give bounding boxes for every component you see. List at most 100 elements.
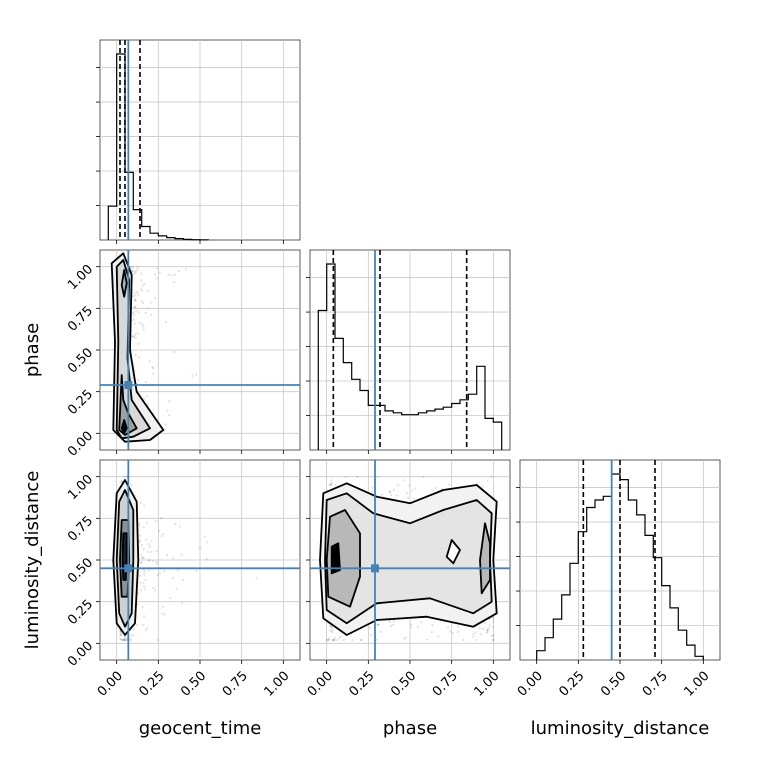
scatter-point	[139, 561, 143, 564]
scatter-point	[141, 556, 144, 559]
scatter-point	[152, 367, 155, 370]
scatter-point	[123, 475, 126, 478]
scatter-point	[164, 321, 167, 324]
scatter-point	[412, 497, 415, 500]
scatter-point	[137, 342, 140, 346]
scatter-point	[134, 270, 138, 273]
scatter-point	[475, 638, 478, 641]
scatter-point	[448, 630, 452, 633]
scatter-point	[376, 475, 380, 478]
scatter-point	[153, 589, 157, 592]
scatter-point	[481, 485, 484, 488]
scatter-point	[152, 372, 155, 376]
scatter-point	[134, 336, 137, 340]
scatter-point	[146, 403, 149, 406]
scatter-point	[195, 569, 198, 573]
scatter-point	[138, 321, 142, 325]
scatter-point	[407, 496, 410, 499]
scatter-point	[168, 414, 171, 417]
scatter-point	[195, 373, 198, 376]
scatter-point	[134, 299, 137, 302]
scatter-point	[140, 300, 144, 303]
scatter-point	[451, 631, 454, 634]
scatter-point	[371, 486, 374, 489]
scatter-point	[336, 638, 339, 642]
scatter-point	[176, 569, 179, 572]
scatter-point	[131, 295, 135, 298]
scatter-point	[144, 381, 147, 384]
scatter-point	[164, 423, 167, 426]
scatter-point	[198, 546, 202, 549]
scatter-point	[138, 356, 141, 359]
scatter-point	[182, 578, 185, 581]
scatter-point	[143, 282, 146, 285]
scatter-point	[133, 294, 137, 297]
scatter-point	[174, 522, 177, 525]
scatter-point	[160, 534, 163, 538]
scatter-point	[131, 268, 134, 271]
scatter-point	[404, 636, 407, 639]
scatter-point	[397, 483, 400, 486]
scatter-point	[148, 545, 151, 548]
scatter-point	[403, 479, 406, 482]
scatter-point	[163, 613, 166, 616]
scatter-point	[143, 615, 146, 618]
scatter-point	[146, 290, 149, 293]
scatter-point	[143, 585, 146, 588]
scatter-point	[178, 525, 181, 528]
scatter-point	[173, 280, 176, 284]
scatter-point	[173, 273, 177, 276]
scatter-point	[410, 623, 413, 626]
scatter-point	[132, 335, 135, 338]
scatter-point	[158, 572, 162, 575]
scatter-point	[130, 638, 133, 642]
scatter-point	[456, 630, 460, 633]
density-layer	[110, 252, 498, 642]
scatter-point	[143, 397, 146, 400]
scatter-point	[446, 625, 450, 629]
scatter-point	[391, 623, 395, 626]
scatter-point	[145, 538, 148, 541]
scatter-point	[151, 586, 155, 589]
scatter-point	[388, 490, 392, 494]
scatter-point	[147, 559, 150, 562]
scatter-point	[487, 626, 490, 629]
scatter-point	[131, 270, 135, 273]
scatter-point	[134, 333, 137, 336]
scatter-point	[133, 298, 136, 302]
scatter-point	[327, 637, 331, 640]
scatter-point	[156, 638, 159, 642]
scatter-point	[205, 558, 208, 561]
scatter-point	[148, 359, 151, 362]
scatter-point	[132, 318, 135, 321]
scatter-point	[158, 271, 161, 274]
scatter-point	[329, 629, 332, 632]
scatter-point	[119, 480, 122, 484]
scatter-point	[140, 543, 143, 546]
scatter-point	[492, 620, 495, 623]
scatter-point	[144, 311, 147, 314]
scatter-point	[426, 638, 429, 641]
scatter-point	[132, 627, 136, 631]
scatter-point	[122, 638, 125, 642]
scatter-point	[141, 623, 144, 627]
scatter-point	[492, 638, 495, 642]
scatter-point	[330, 479, 333, 482]
scatter-point	[331, 627, 334, 630]
scatter-point	[139, 501, 142, 504]
scatter-point	[158, 529, 161, 533]
scatter-point	[161, 605, 164, 608]
scatter-point	[447, 483, 450, 486]
scatter-point	[142, 325, 145, 328]
scatter-point	[136, 623, 139, 626]
scatter-point	[138, 574, 142, 577]
scatter-point	[139, 539, 142, 542]
scatter-point	[161, 612, 164, 615]
scatter-point	[119, 631, 122, 634]
scatter-point	[332, 638, 335, 642]
scatter-point	[142, 548, 145, 551]
scatter-point	[125, 638, 128, 642]
scatter-point	[172, 557, 175, 560]
scatter-point	[330, 483, 333, 486]
scatter-point	[139, 589, 143, 592]
